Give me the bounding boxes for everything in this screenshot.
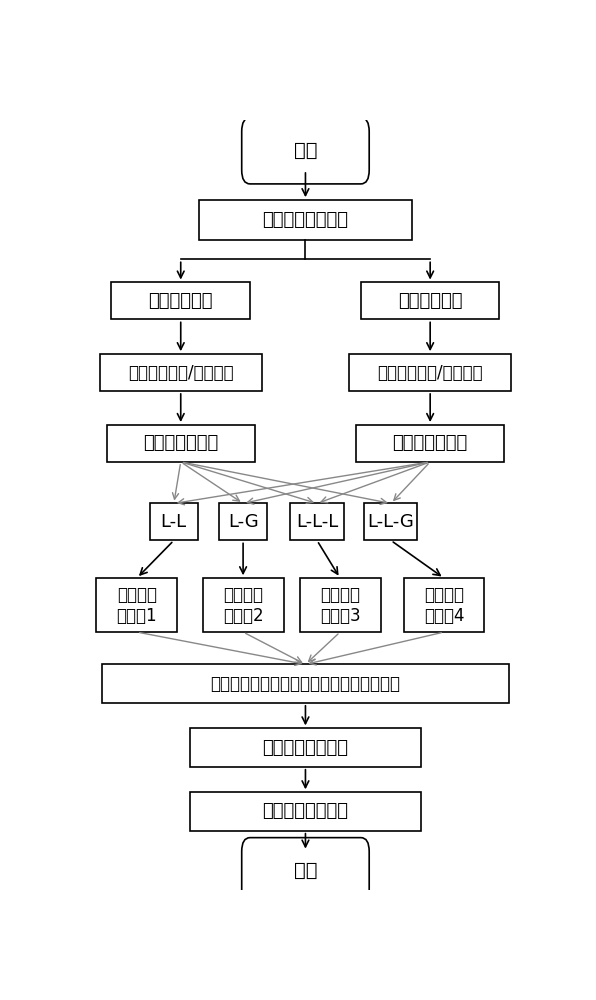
Text: 选择最优分类器: 选择最优分类器 [393, 434, 468, 452]
Text: 确定输电线路模型: 确定输电线路模型 [262, 211, 349, 229]
Text: 采集故障电压/电流信号: 采集故障电压/电流信号 [377, 364, 483, 382]
Text: L-L-L: L-L-L [296, 513, 338, 531]
Text: 选择最优
定位大1: 选择最优 定位大1 [117, 586, 157, 624]
Text: 采集故障电压/电流信号: 采集故障电压/电流信号 [128, 364, 234, 382]
Bar [97, 578, 177, 632]
FancyBboxPatch shape [242, 118, 369, 184]
Text: L-G: L-G [228, 513, 259, 531]
Bar [100, 354, 262, 391]
Text: 选择最优分类器: 选择最优分类器 [143, 434, 218, 452]
Bar [356, 425, 504, 462]
Text: 结束: 结束 [294, 861, 317, 880]
Text: L-L: L-L [161, 513, 187, 531]
Bar [103, 664, 508, 703]
Text: 计算故障严重程度: 计算故障严重程度 [262, 739, 349, 757]
Text: 选择最优
定位大4: 选择最优 定位大4 [424, 586, 464, 624]
Bar [349, 354, 511, 391]
Bar [190, 728, 421, 767]
Bar [403, 578, 485, 632]
Text: 故障点和电源端距离占线路总长度的百分比: 故障点和电源端距离占线路总长度的百分比 [210, 675, 401, 693]
Text: 双端供电模型: 双端供电模型 [398, 292, 462, 310]
Text: 单端供电模型: 单端供电模型 [148, 292, 213, 310]
Text: 选择最优
定位大2: 选择最优 定位大2 [223, 586, 263, 624]
Bar [190, 792, 421, 831]
Bar [300, 578, 380, 632]
Bar [219, 503, 268, 540]
FancyBboxPatch shape [242, 838, 369, 904]
Bar [150, 503, 198, 540]
Text: 开始: 开始 [294, 141, 317, 160]
Bar [364, 503, 417, 540]
Bar [361, 282, 499, 319]
Text: L-L-G: L-L-G [368, 513, 414, 531]
Bar [290, 503, 343, 540]
Text: 评估修复难易程度: 评估修复难易程度 [262, 802, 349, 820]
Bar [107, 425, 254, 462]
Text: 选择最优
定位大3: 选择最优 定位大3 [320, 586, 361, 624]
Bar [199, 200, 412, 240]
Bar [111, 282, 250, 319]
Bar [203, 578, 284, 632]
